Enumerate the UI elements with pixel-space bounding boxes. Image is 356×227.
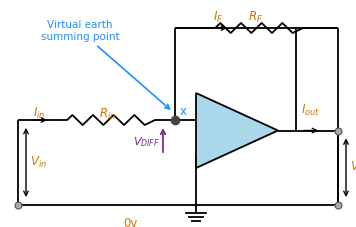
Text: Virtual earth
summing point: Virtual earth summing point (41, 20, 169, 109)
Text: x: x (180, 105, 187, 118)
Polygon shape (196, 93, 278, 168)
Text: $V_{in}$: $V_{in}$ (30, 154, 47, 170)
Text: $I_{in}$: $I_{in}$ (33, 106, 46, 121)
Text: −: − (204, 124, 215, 137)
Text: $I_F$: $I_F$ (213, 10, 223, 25)
Text: $V_{out}$: $V_{out}$ (350, 159, 356, 175)
Text: $V_2$: $V_2$ (201, 108, 215, 123)
Text: A: A (235, 126, 249, 145)
Text: $R_F$: $R_F$ (248, 10, 263, 25)
Text: $R_{in}$: $R_{in}$ (99, 107, 116, 122)
Text: $V_1$: $V_1$ (201, 148, 215, 163)
Text: $V_{DIFF}$: $V_{DIFF}$ (133, 135, 160, 149)
Text: +: + (204, 153, 215, 166)
Text: $I_{out}$: $I_{out}$ (301, 104, 320, 118)
Text: 0v: 0v (123, 217, 137, 227)
